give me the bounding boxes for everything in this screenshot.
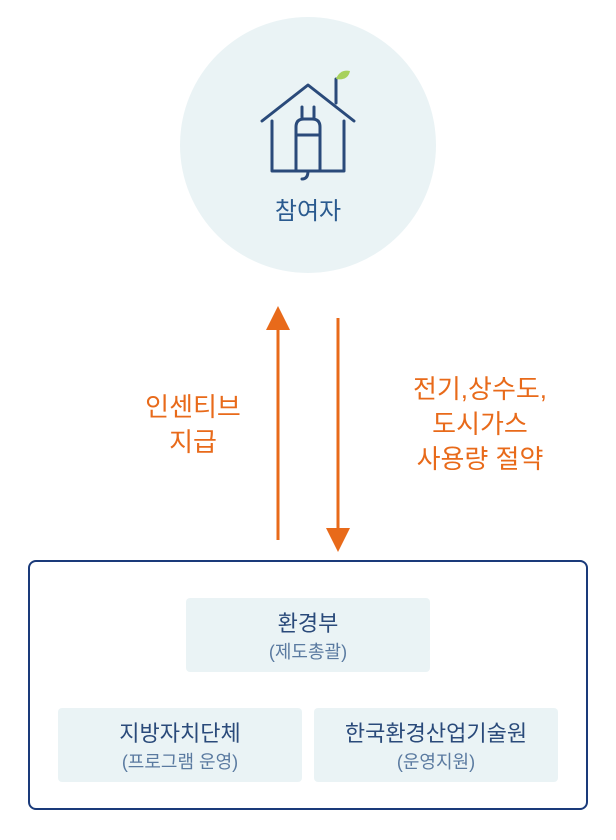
savings-label-line1: 전기,상수도, [370,372,590,407]
diagram-canvas: 참여자 인센티브 지급 전기,상수도, 도시가스 사용량 절약 환경부 (제도총… [0,0,616,840]
incentive-label-line2: 지급 [118,425,268,460]
incentive-label: 인센티브 지급 [118,390,268,460]
savings-label-line3: 사용량 절약 [370,442,590,477]
org-keiti-sub: (운영지원) [397,748,475,774]
org-local-gov-sub: (프로그램 운영) [122,748,238,774]
org-box-local-gov: 지방자치단체 (프로그램 운영) [58,708,302,782]
org-ministry-title: 환경부 [278,606,339,638]
org-box-keiti: 한국환경산업기술원 (운영지원) [314,708,558,782]
participant-node: 참여자 [180,17,436,273]
house-plug-icon [248,65,368,185]
participant-label: 참여자 [275,191,341,226]
org-keiti-title: 한국환경산업기술원 [345,716,527,748]
savings-label: 전기,상수도, 도시가스 사용량 절약 [370,372,590,477]
org-local-gov-title: 지방자치단체 [119,716,240,748]
org-box-ministry: 환경부 (제도총괄) [186,598,430,672]
org-ministry-sub: (제도총괄) [269,638,347,664]
incentive-label-line1: 인센티브 [118,390,268,425]
savings-label-line2: 도시가스 [370,407,590,442]
